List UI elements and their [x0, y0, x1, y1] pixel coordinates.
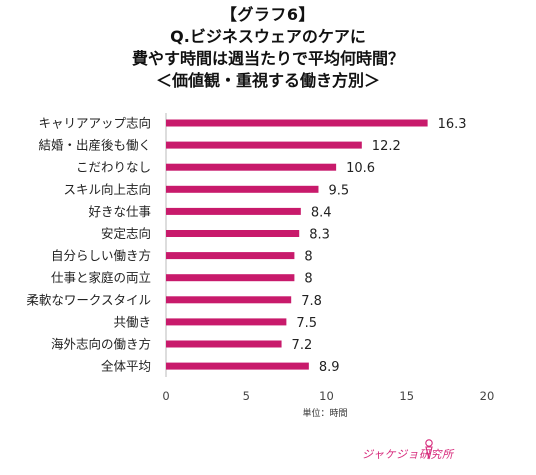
value-label: 9.5	[328, 183, 349, 198]
x-axis-label: 単位：時間	[302, 407, 347, 419]
title-line-4: ＜価値観・重視する働き方別＞	[155, 71, 380, 90]
x-tick-label: 15	[399, 389, 414, 403]
title-line-1: 【グラフ6】	[220, 5, 316, 24]
brand-logo: ジャケジョ研究所	[362, 438, 482, 468]
x-tick-label: 0	[162, 389, 169, 403]
x-tick-label: 20	[480, 389, 495, 403]
category-label: 自分らしい働き方	[51, 248, 151, 263]
value-label: 8.3	[309, 228, 330, 243]
value-label: 16.3	[438, 117, 467, 132]
logo-text: ジャケジョ研究所	[362, 448, 454, 461]
bar	[166, 340, 282, 348]
bar	[166, 163, 337, 171]
title-line-3: 費やす時間は週当たりで平均何時間？	[131, 49, 404, 68]
category-label: 安定志向	[101, 226, 151, 241]
value-label: 8	[304, 272, 312, 287]
bar	[166, 252, 295, 260]
bar	[166, 207, 301, 215]
logo-figure-icon	[425, 439, 433, 460]
bar	[166, 362, 309, 370]
value-label: 8	[304, 250, 312, 265]
value-label: 8.4	[311, 205, 332, 220]
value-label: 7.5	[296, 316, 317, 331]
category-label: こだわりなし	[76, 160, 151, 175]
value-label: 12.2	[372, 139, 401, 154]
bar	[166, 296, 292, 304]
value-label: 7.2	[292, 338, 313, 353]
title-line-2: Q.ビジネスウェアのケアに	[170, 27, 366, 46]
bar	[166, 141, 362, 149]
category-label: 海外志向の働き方	[51, 337, 151, 352]
bar	[166, 119, 428, 127]
value-label: 8.9	[319, 360, 340, 375]
x-tick-label: 5	[243, 389, 250, 403]
category-label: 仕事と家庭の両立	[51, 270, 151, 285]
bar	[166, 274, 295, 282]
category-label: 全体平均	[101, 359, 151, 374]
category-label: 結婚・出産後も働く	[38, 138, 151, 153]
x-tick-label: 10	[319, 389, 334, 403]
category-label: キャリアアップ志向	[38, 116, 151, 131]
value-label: 10.6	[346, 161, 375, 176]
bar	[166, 230, 300, 237]
bar	[166, 318, 287, 326]
category-label: スキル向上志向	[63, 182, 151, 197]
category-label: 柔軟なワークスタイル	[26, 292, 151, 307]
category-label: 共働き	[113, 314, 151, 329]
category-label: 好きな仕事	[88, 204, 151, 219]
value-label: 7.8	[301, 294, 322, 309]
bar	[166, 185, 319, 193]
chart-title: 【グラフ6】 Q.ビジネスウェアのケアに 費やす時間は週当たりで平均何時間？ ＜…	[0, 4, 536, 92]
